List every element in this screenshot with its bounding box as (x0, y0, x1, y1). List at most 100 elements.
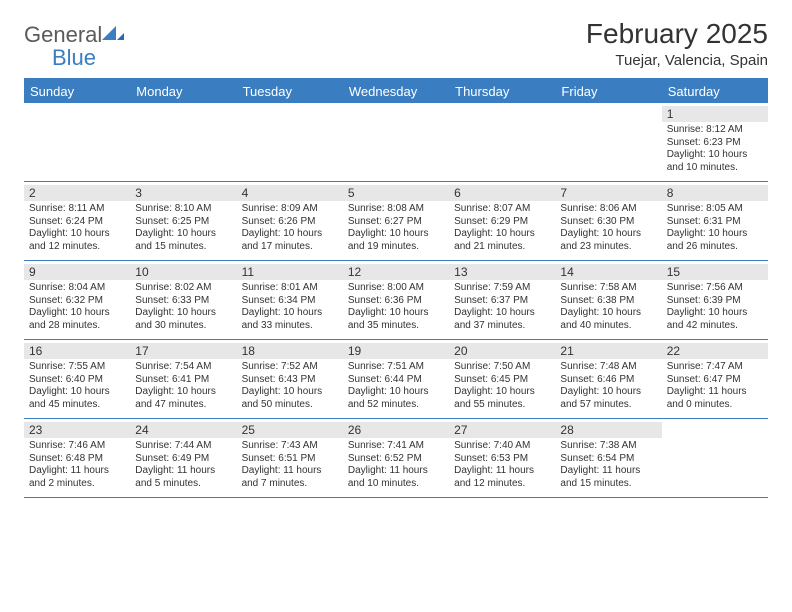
sunset-text: Sunset: 6:31 PM (667, 216, 763, 229)
sunrise-text: Sunrise: 8:09 AM (242, 203, 338, 216)
day-info: Sunrise: 8:11 AMSunset: 6:24 PMDaylight:… (29, 203, 125, 253)
brand-part2: Blue (24, 45, 96, 70)
sunrise-text: Sunrise: 8:12 AM (667, 124, 763, 137)
week-row: 16Sunrise: 7:55 AMSunset: 6:40 PMDayligh… (24, 340, 768, 419)
day-info: Sunrise: 7:41 AMSunset: 6:52 PMDaylight:… (348, 440, 444, 490)
calendar-page: General Blue February 2025 Tuejar, Valen… (0, 0, 792, 498)
day-cell: 17Sunrise: 7:54 AMSunset: 6:41 PMDayligh… (130, 340, 236, 418)
week-row: 2Sunrise: 8:11 AMSunset: 6:24 PMDaylight… (24, 182, 768, 261)
day-cell: 1Sunrise: 8:12 AMSunset: 6:23 PMDaylight… (662, 103, 768, 181)
day-number: 28 (555, 422, 661, 438)
location-text: Tuejar, Valencia, Spain (586, 52, 768, 69)
day-number: 18 (237, 343, 343, 359)
day-info: Sunrise: 7:48 AMSunset: 6:46 PMDaylight:… (560, 361, 656, 411)
day-header: Thursday (449, 80, 555, 103)
daylight-text: Daylight: 10 hours and 17 minutes. (242, 228, 338, 253)
day-cell: 4 Sunrise: 8:09 AMSunset: 6:26 PMDaylight… (237, 182, 343, 260)
daylight-text: Daylight: 10 hours and 57 minutes. (560, 386, 656, 411)
week-row: 1Sunrise: 8:12 AMSunset: 6:23 PMDaylight… (24, 103, 768, 182)
day-info: Sunrise: 7:55 AMSunset: 6:40 PMDaylight:… (29, 361, 125, 411)
sunset-text: Sunset: 6:43 PM (242, 374, 338, 387)
daylight-text: Daylight: 11 hours and 10 minutes. (348, 465, 444, 490)
day-cell: 20Sunrise: 7:50 AMSunset: 6:45 PMDayligh… (449, 340, 555, 418)
day-info: Sunrise: 7:51 AMSunset: 6:44 PMDaylight:… (348, 361, 444, 411)
day-cell (24, 103, 130, 181)
day-cell: 10Sunrise: 8:02 AMSunset: 6:33 PMDayligh… (130, 261, 236, 339)
sunset-text: Sunset: 6:41 PM (135, 374, 231, 387)
day-number: 8 (662, 185, 768, 201)
sunset-text: Sunset: 6:30 PM (560, 216, 656, 229)
day-cell: 27 Sunrise: 7:40 AMSunset: 6:53 PMDayligh… (449, 419, 555, 497)
day-cell (237, 103, 343, 181)
sunset-text: Sunset: 6:37 PM (454, 295, 550, 308)
day-number: 5 (343, 185, 449, 201)
sunrise-text: Sunrise: 7:40 AM (454, 440, 550, 453)
sunrise-text: Sunrise: 8:01 AM (242, 282, 338, 295)
sunrise-text: Sunrise: 8:04 AM (29, 282, 125, 295)
day-cell: 5 Sunrise: 8:08 AMSunset: 6:27 PMDaylight… (343, 182, 449, 260)
daylight-text: Daylight: 10 hours and 21 minutes. (454, 228, 550, 253)
day-cell: 26Sunrise: 7:41 AMSunset: 6:52 PMDayligh… (343, 419, 449, 497)
weeks-container: 1Sunrise: 8:12 AMSunset: 6:23 PMDaylight… (24, 103, 768, 498)
sunrise-text: Sunrise: 8:11 AM (29, 203, 125, 216)
day-cell: 13Sunrise: 7:59 AMSunset: 6:37 PMDayligh… (449, 261, 555, 339)
week-row: 23Sunrise: 7:46 AMSunset: 6:48 PMDayligh… (24, 419, 768, 498)
month-title: February 2025 (586, 18, 768, 50)
day-cell: 11Sunrise: 8:01 AMSunset: 6:34 PMDayligh… (237, 261, 343, 339)
sunset-text: Sunset: 6:53 PM (454, 453, 550, 466)
day-header: Sunday (24, 80, 130, 103)
sunrise-text: Sunrise: 7:44 AM (135, 440, 231, 453)
sunset-text: Sunset: 6:24 PM (29, 216, 125, 229)
sunrise-text: Sunrise: 7:55 AM (29, 361, 125, 374)
day-number: 24 (130, 422, 236, 438)
day-number: 21 (555, 343, 661, 359)
daylight-text: Daylight: 10 hours and 55 minutes. (454, 386, 550, 411)
daylight-text: Daylight: 10 hours and 28 minutes. (29, 307, 125, 332)
day-cell: 7Sunrise: 8:06 AMSunset: 6:30 PMDaylight… (555, 182, 661, 260)
day-number: 7 (555, 185, 661, 201)
sunrise-text: Sunrise: 8:00 AM (348, 282, 444, 295)
sunrise-text: Sunrise: 7:52 AM (242, 361, 338, 374)
daylight-text: Daylight: 10 hours and 35 minutes. (348, 307, 444, 332)
daylight-text: Daylight: 10 hours and 37 minutes. (454, 307, 550, 332)
day-number: 27 (449, 422, 555, 438)
daylight-text: Daylight: 10 hours and 40 minutes. (560, 307, 656, 332)
day-info: Sunrise: 7:47 AMSunset: 6:47 PMDaylight:… (667, 361, 763, 411)
day-info: Sunrise: 7:56 AMSunset: 6:39 PMDaylight:… (667, 282, 763, 332)
day-info: Sunrise: 7:43 AMSunset: 6:51 PMDaylight:… (242, 440, 338, 490)
sunset-text: Sunset: 6:45 PM (454, 374, 550, 387)
daylight-text: Daylight: 11 hours and 12 minutes. (454, 465, 550, 490)
day-info: Sunrise: 8:09 AMSunset: 6:26 PMDaylight:… (242, 203, 338, 253)
sunrise-text: Sunrise: 8:10 AM (135, 203, 231, 216)
day-number: 9 (24, 264, 130, 280)
day-number: 15 (662, 264, 768, 280)
daylight-text: Daylight: 10 hours and 10 minutes. (667, 149, 763, 174)
day-number: 22 (662, 343, 768, 359)
day-info: Sunrise: 7:58 AMSunset: 6:38 PMDaylight:… (560, 282, 656, 332)
sunrise-text: Sunrise: 7:50 AM (454, 361, 550, 374)
day-info: Sunrise: 8:00 AMSunset: 6:36 PMDaylight:… (348, 282, 444, 332)
brand-text: General Blue (24, 24, 124, 70)
sunrise-text: Sunrise: 7:47 AM (667, 361, 763, 374)
sunrise-text: Sunrise: 7:56 AM (667, 282, 763, 295)
day-info: Sunrise: 8:08 AMSunset: 6:27 PMDaylight:… (348, 203, 444, 253)
daylight-text: Daylight: 11 hours and 2 minutes. (29, 465, 125, 490)
day-header: Saturday (662, 80, 768, 103)
day-number: 4 (237, 185, 343, 201)
sunrise-text: Sunrise: 7:59 AM (454, 282, 550, 295)
sunrise-text: Sunrise: 7:54 AM (135, 361, 231, 374)
day-cell: 2 Sunrise: 8:11 AMSunset: 6:24 PMDaylight… (24, 182, 130, 260)
daylight-text: Daylight: 10 hours and 30 minutes. (135, 307, 231, 332)
daylight-text: Daylight: 10 hours and 52 minutes. (348, 386, 444, 411)
day-header: Wednesday (343, 80, 449, 103)
sunset-text: Sunset: 6:48 PM (29, 453, 125, 466)
day-number: 12 (343, 264, 449, 280)
daylight-text: Daylight: 11 hours and 15 minutes. (560, 465, 656, 490)
sunset-text: Sunset: 6:49 PM (135, 453, 231, 466)
day-number: 2 (24, 185, 130, 201)
day-cell: 28Sunrise: 7:38 AMSunset: 6:54 PMDayligh… (555, 419, 661, 497)
sunrise-text: Sunrise: 7:43 AM (242, 440, 338, 453)
day-number: 14 (555, 264, 661, 280)
sunset-text: Sunset: 6:36 PM (348, 295, 444, 308)
day-cell: 15 Sunrise: 7:56 AMSunset: 6:39 PMDayligh… (662, 261, 768, 339)
